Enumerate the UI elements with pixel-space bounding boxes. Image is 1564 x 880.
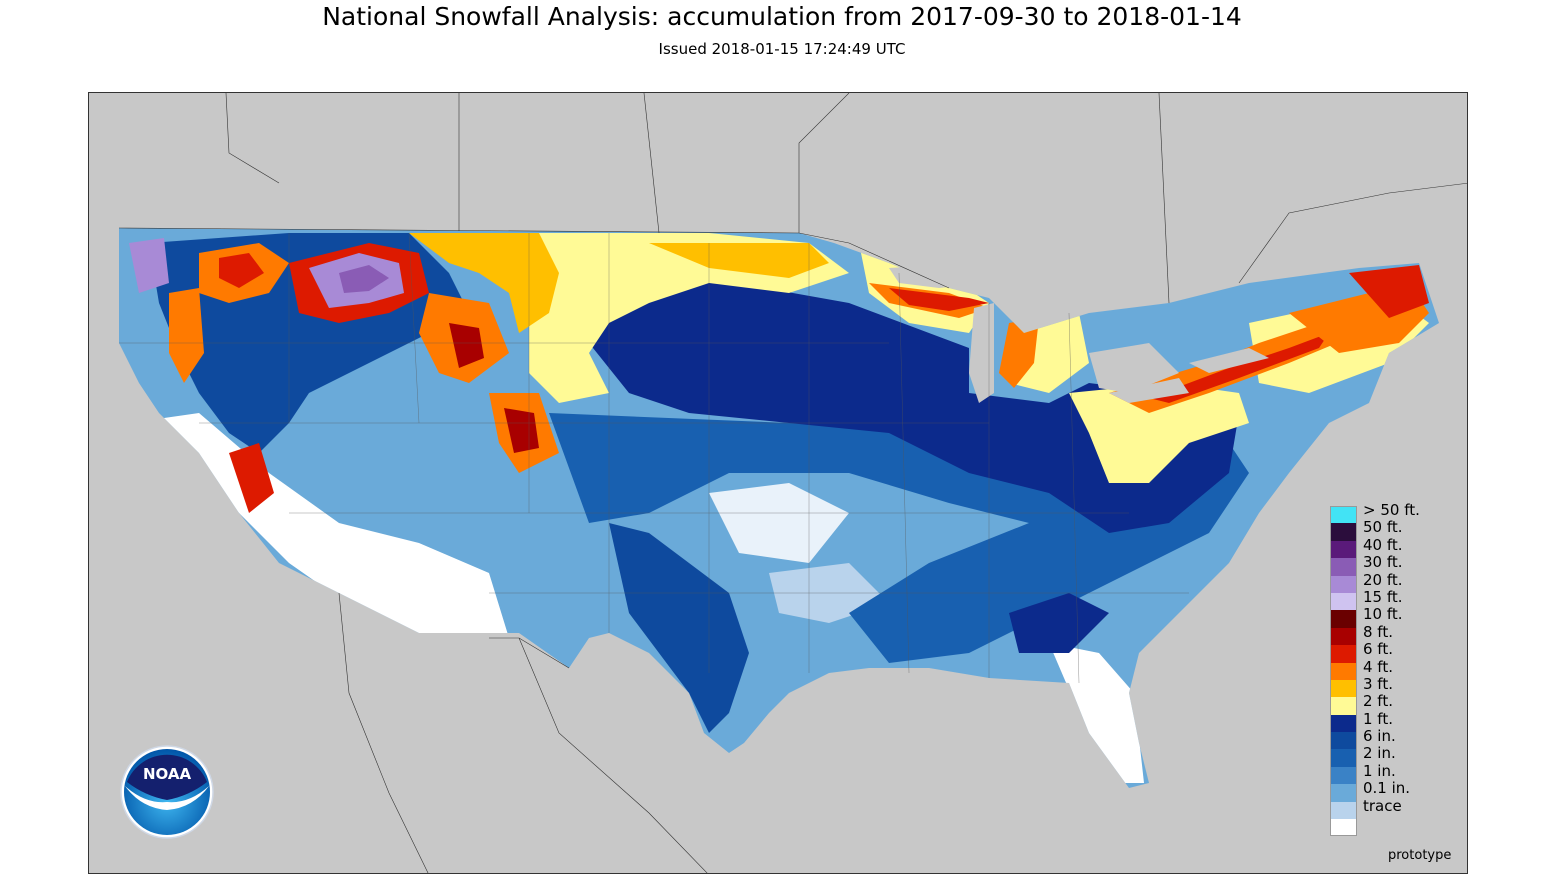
noaa-logo-text: NOAA <box>143 765 192 783</box>
state-borders <box>119 232 1189 684</box>
legend-label: 40 ft. <box>1363 535 1403 554</box>
legend-swatch <box>1330 645 1357 663</box>
great-lakes <box>889 263 1269 403</box>
legend-label: 6 ft. <box>1363 640 1393 659</box>
legend-label: 2 in. <box>1363 744 1396 763</box>
issued-timestamp: Issued 2018-01-15 17:24:49 UTC <box>658 40 906 58</box>
legend-swatch <box>1330 610 1357 628</box>
legend-label: 3 ft. <box>1363 674 1393 693</box>
legend-label: 10 ft. <box>1363 605 1403 624</box>
page-title: National Snowfall Analysis: accumulation… <box>322 2 1242 31</box>
legend-swatch <box>1330 697 1357 715</box>
legend-label: 1 ft. <box>1363 709 1393 728</box>
legend-swatch <box>1330 540 1357 559</box>
legend-swatch <box>1330 749 1357 767</box>
legend-swatch <box>1330 627 1357 646</box>
legend-swatch <box>1330 523 1357 541</box>
legend-label: 1 in. <box>1363 761 1396 780</box>
noaa-logo-icon: NOAA <box>120 745 214 839</box>
legend-swatch <box>1330 784 1357 802</box>
legend-swatch <box>1330 766 1357 785</box>
legend-label: 8 ft. <box>1363 622 1393 641</box>
legend-swatch <box>1330 506 1357 524</box>
legend-label: 15 ft. <box>1363 587 1403 606</box>
legend-swatch <box>1330 732 1357 750</box>
snowfall-map <box>88 92 1468 874</box>
legend-swatch <box>1330 819 1357 837</box>
legend-swatch <box>1330 714 1357 733</box>
snowfall-coverage <box>119 228 1439 788</box>
map-canvas <box>89 93 1467 873</box>
legend-label: 6 in. <box>1363 727 1396 746</box>
legend-label: > 50 ft. <box>1363 501 1420 519</box>
legend-label: 50 ft. <box>1363 518 1403 537</box>
legend-swatch <box>1330 801 1357 820</box>
legend-label: 4 ft. <box>1363 657 1393 676</box>
prototype-label: prototype <box>1388 848 1452 863</box>
political-borders <box>118 93 1467 873</box>
legend-swatch <box>1330 575 1357 593</box>
legend-swatch <box>1330 592 1357 611</box>
legend-swatch <box>1330 558 1357 576</box>
legend-label: 2 ft. <box>1363 692 1393 711</box>
legend-label: 0.1 in. <box>1363 779 1411 798</box>
legend-label: 20 ft. <box>1363 570 1403 589</box>
legend-label: 30 ft. <box>1363 553 1403 572</box>
legend-swatch <box>1330 662 1357 680</box>
legend-label: trace <box>1363 796 1402 815</box>
legend-swatch <box>1330 679 1357 698</box>
